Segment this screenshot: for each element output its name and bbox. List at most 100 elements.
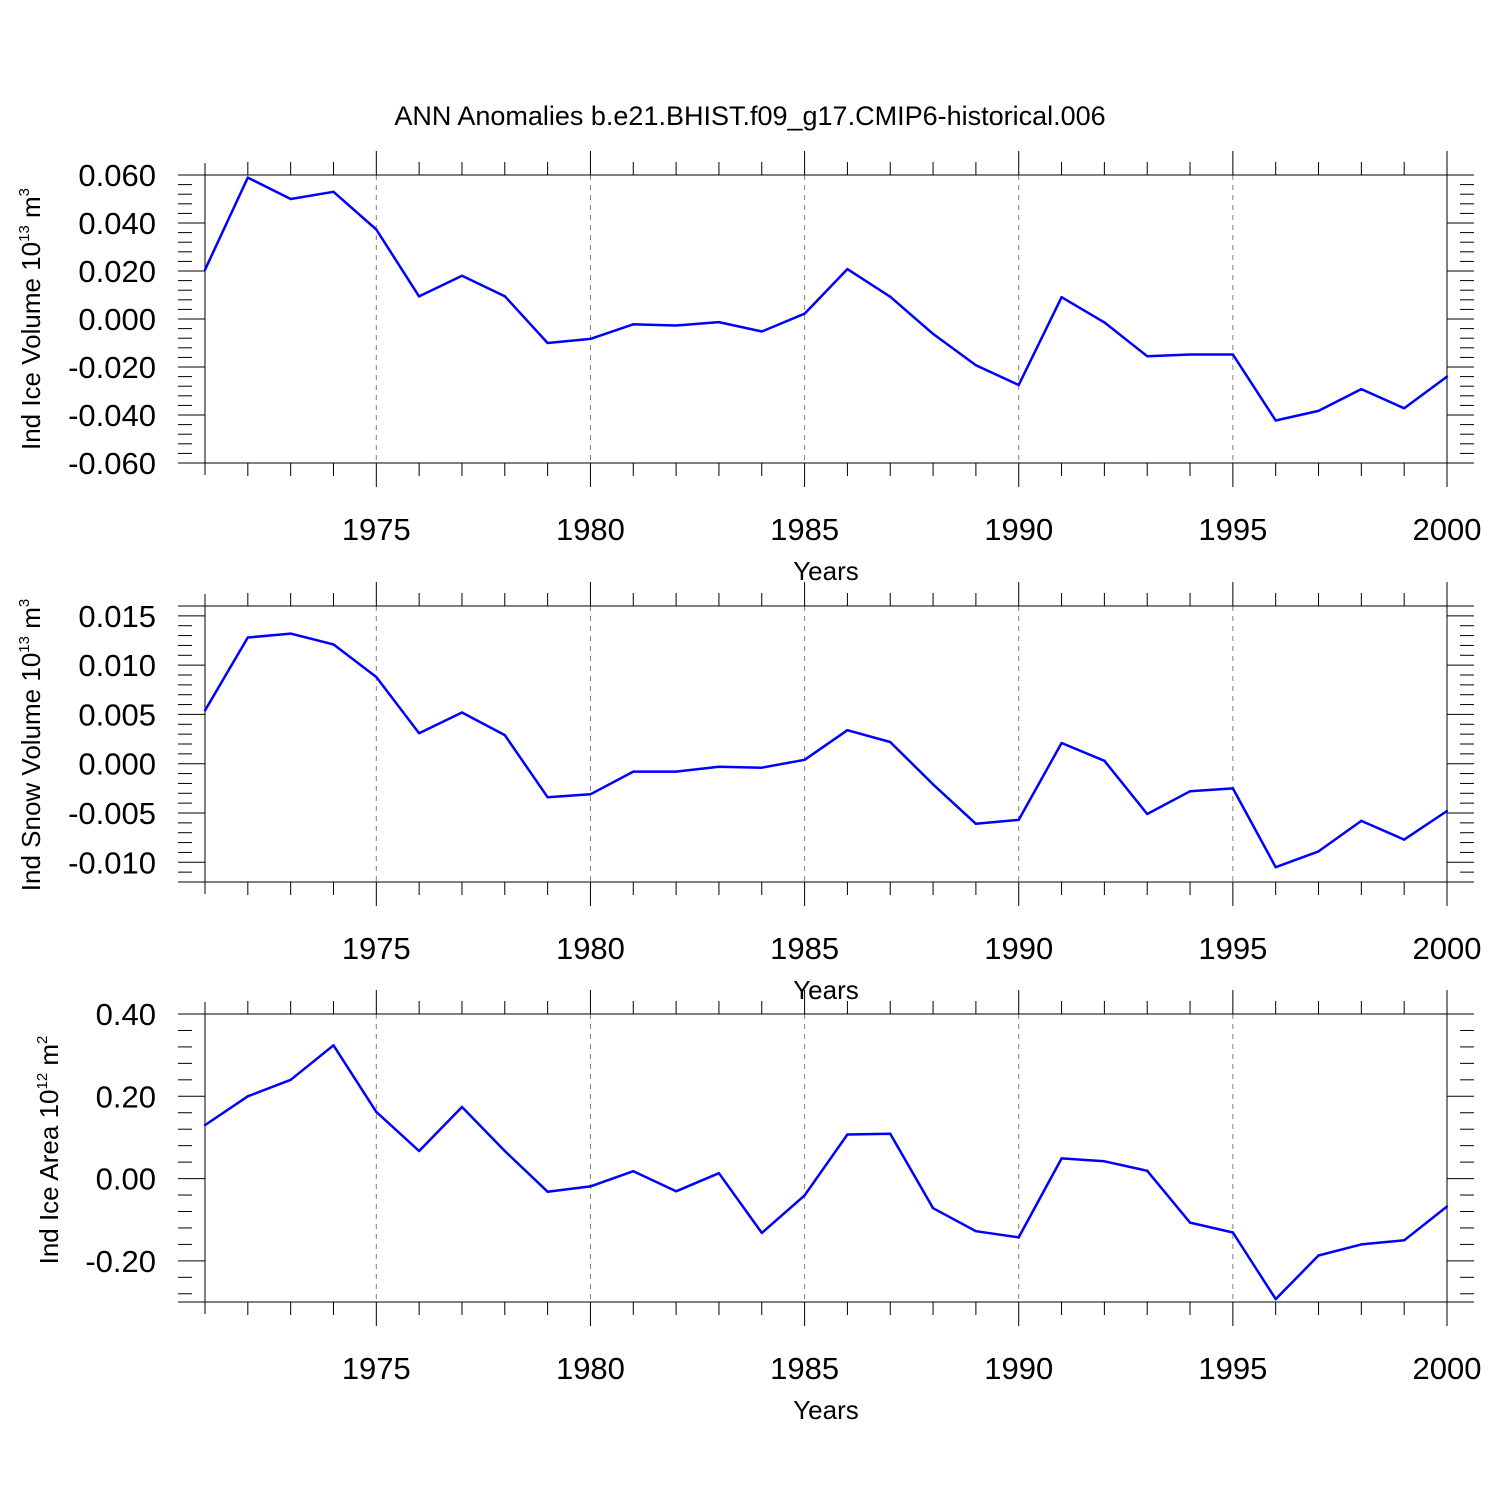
panel-1: 0.060 0.040 0.020 0.000 -0.020 -0.040 -0.060 19… [16,151,1481,586]
data-point [1231,1231,1235,1234]
y-tick-label: 0.000 [78,302,156,337]
y-tick-label: 0.040 [78,206,156,241]
y-tick-label: -0.005 [68,796,156,831]
data-point [889,740,892,744]
data-point [589,337,592,341]
data-point [1360,1243,1363,1246]
data-point [246,636,250,639]
data-point [460,711,464,714]
data-point [375,675,378,679]
data-point [632,323,635,326]
y-tick-label: 0.020 [78,254,156,289]
data-point [289,1078,292,1082]
y-axis-label-main: Ind Ice Area 10 [34,1090,64,1265]
data-point [1060,295,1063,299]
data-point [332,190,335,193]
x-tick-label: 2000 [1413,1351,1482,1386]
data-point [503,295,506,298]
data-point [846,267,849,271]
x-tick-label: 1995 [1198,1351,1267,1386]
x-tick-label: 1990 [984,931,1053,966]
data-point [546,796,549,799]
data-point [1231,787,1235,790]
data-point [717,1172,721,1175]
data-point [246,1095,250,1098]
data-point [289,632,292,635]
data-point [1188,790,1192,793]
data-point [632,1169,635,1173]
data-point [1317,1254,1320,1257]
data-point [332,1044,335,1047]
data-point [589,793,592,796]
data-point [1103,321,1106,324]
panel-3: 0.40 0.20 0.00 -0.20 1975 1980 1985 1990 1995 200… [34,990,1481,1425]
data-point [803,1194,806,1197]
y-tick-label: 0.20 [96,1079,156,1114]
data-point [1146,355,1149,358]
data-point [889,295,892,298]
y-axis-label-unit-exp: 2 [34,1036,51,1044]
data-point [1017,818,1020,822]
data-point [1060,1157,1063,1160]
y-tick-label: 0.005 [78,697,156,732]
data-point [717,320,721,324]
data-point [417,731,421,735]
data-point [1445,1205,1449,1208]
x-tick-label: 1985 [770,931,839,966]
data-point [332,643,335,646]
y-tick-label: 0.010 [78,648,156,683]
panel-2: 0.015 0.010 0.005 0.000 -0.005 -0.010 1975 1980… [16,582,1481,1005]
data-point [203,268,207,271]
data-point [503,733,506,737]
data-point [1146,812,1149,816]
y-axis-label-unit: m [34,1044,64,1073]
data-point [846,729,849,732]
data-point [1274,866,1277,869]
data-point [760,330,763,333]
y-tick-label: -0.20 [85,1244,156,1279]
y-tick-label: 0.000 [78,747,156,782]
y-tick-label: 0.00 [96,1162,156,1197]
y-axis-label-unit: m [16,196,46,225]
x-tick-label: 1985 [770,1351,839,1386]
data-point [889,1132,892,1135]
y-axis-label-unit: m [16,607,46,636]
y-tick-label: 0.015 [78,599,156,634]
y-tick-label: 0.060 [78,158,156,193]
data-point [717,765,721,768]
x-tick-label: 1980 [556,512,625,547]
data-point [760,766,763,769]
x-tick-label: 2000 [1413,931,1482,966]
panels: 0.060 0.040 0.020 0.000 -0.020 -0.040 -0.060 19… [16,151,1481,1425]
y-axis-label-unit-exp: 3 [16,188,33,196]
data-point [375,228,378,231]
data-point [1146,1169,1149,1172]
x-axis-label: Years [793,556,859,586]
x-tick-label: 1975 [342,931,411,966]
data-point [674,324,678,327]
data-point [974,364,978,367]
data-point [931,332,935,336]
data-point [931,1206,935,1210]
data-point [1445,375,1449,378]
figure-title: ANN Anomalies b.e21.BHIST.f09_g17.CMIP6-… [394,101,1105,131]
data-point [546,1190,549,1193]
data-point [974,822,978,826]
x-tick-label: 1975 [342,1351,411,1386]
data-point [503,1149,506,1153]
data-point [760,1231,763,1235]
x-tick-label: 1985 [770,512,839,547]
data-point [203,709,207,712]
data-point [632,770,635,773]
data-point [1103,759,1106,762]
series-line [203,176,1448,422]
data-point [803,758,806,761]
data-point [1445,809,1449,813]
data-point [417,1149,421,1153]
data-point [417,295,421,298]
y-tick-label: -0.010 [68,845,156,880]
x-tick-label: 1990 [984,512,1053,547]
x-tick-label: 2000 [1413,512,1482,547]
data-point [589,1185,592,1188]
